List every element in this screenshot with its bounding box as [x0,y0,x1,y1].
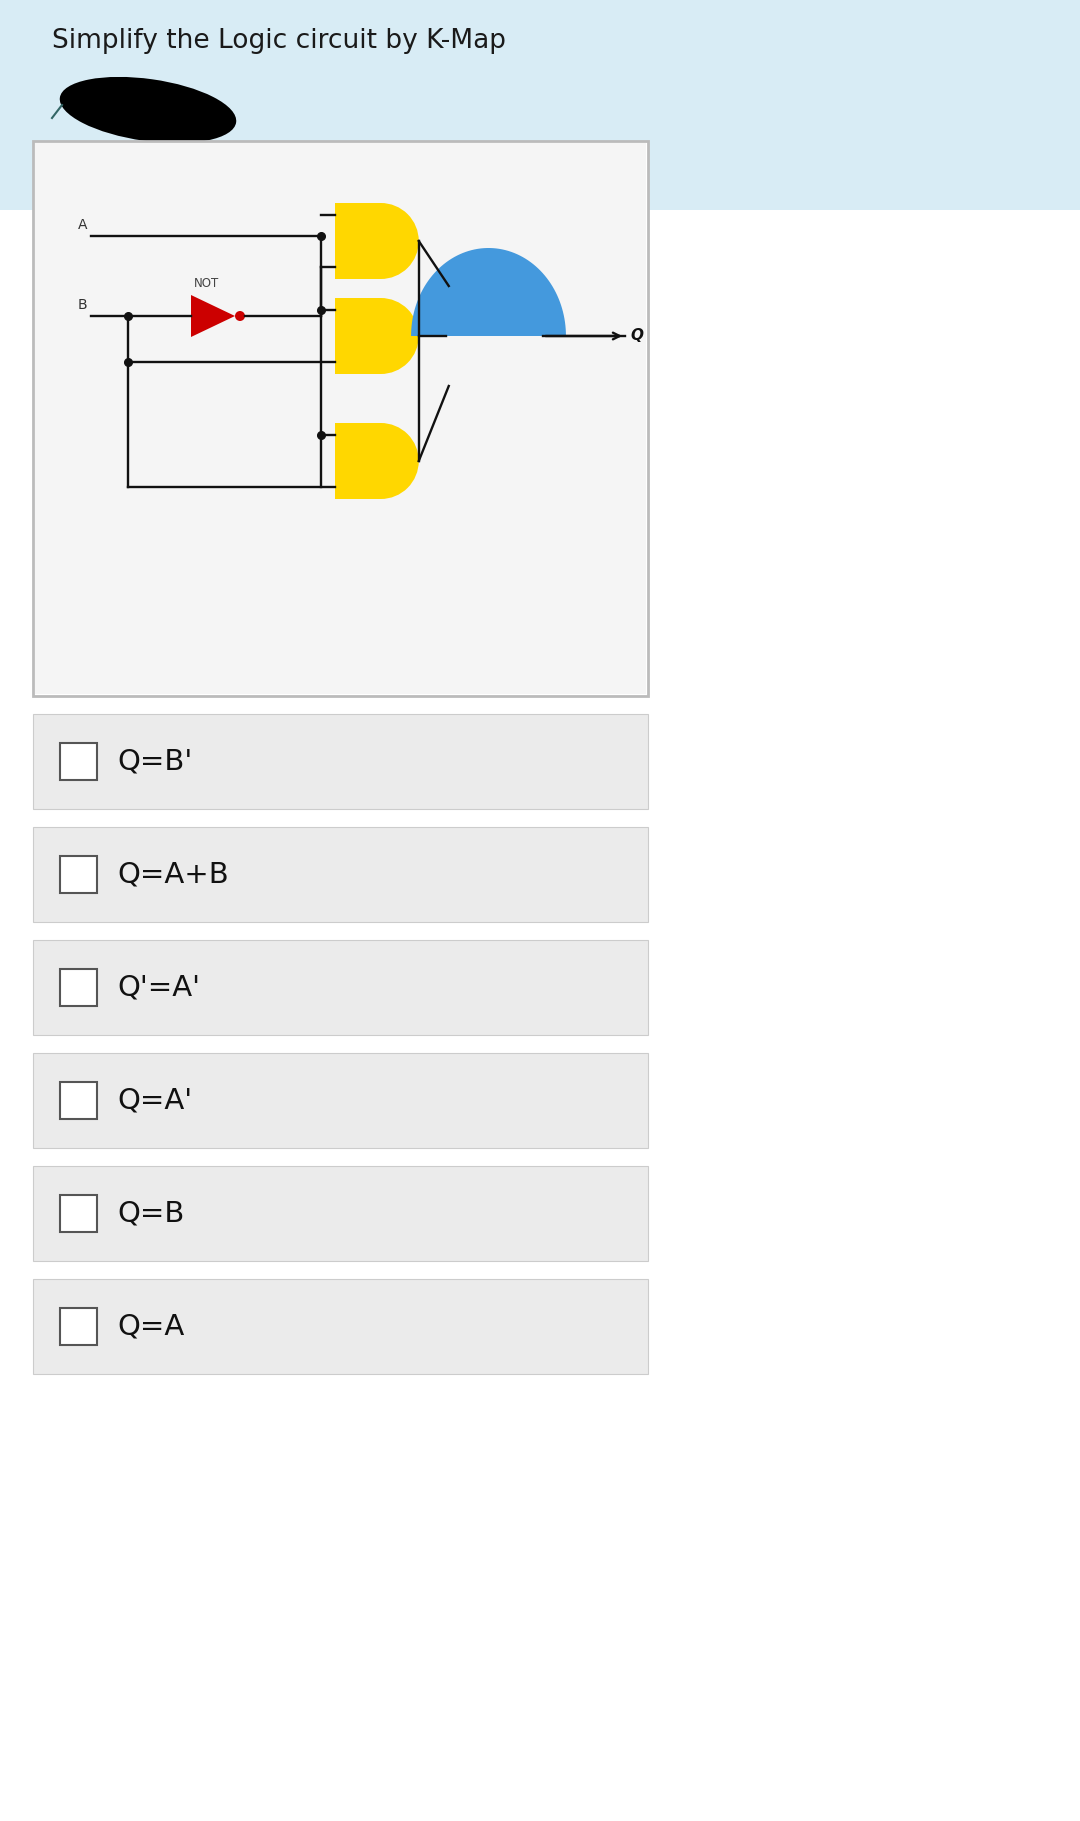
Text: Simplify the Logic circuit by K-Map: Simplify the Logic circuit by K-Map [52,27,507,55]
FancyBboxPatch shape [335,299,381,373]
Text: Q=B: Q=B [117,1200,185,1227]
Text: NOT: NOT [194,277,219,290]
FancyBboxPatch shape [335,202,381,279]
Wedge shape [381,202,419,279]
FancyBboxPatch shape [33,1278,648,1375]
Text: Q=B': Q=B' [117,747,192,776]
Circle shape [235,311,245,320]
Polygon shape [411,248,566,337]
Text: A: A [78,219,87,231]
FancyBboxPatch shape [59,1195,96,1233]
FancyBboxPatch shape [335,422,381,499]
Text: Q'=A': Q'=A' [117,974,200,1002]
Text: Q=A+B: Q=A+B [117,861,229,889]
FancyBboxPatch shape [33,827,648,921]
FancyBboxPatch shape [0,0,1080,209]
FancyBboxPatch shape [33,940,648,1034]
Ellipse shape [59,76,237,144]
Wedge shape [381,299,419,373]
FancyBboxPatch shape [33,1165,648,1260]
FancyBboxPatch shape [33,140,648,696]
FancyBboxPatch shape [35,144,646,694]
Polygon shape [191,295,235,337]
Text: B: B [78,299,87,311]
FancyBboxPatch shape [59,743,96,779]
FancyBboxPatch shape [59,1307,96,1346]
Text: Q=A: Q=A [117,1313,185,1340]
FancyBboxPatch shape [59,969,96,1005]
FancyBboxPatch shape [59,856,96,892]
FancyBboxPatch shape [33,1053,648,1147]
FancyBboxPatch shape [59,1082,96,1118]
FancyBboxPatch shape [33,714,648,809]
Text: Q=A': Q=A' [117,1087,192,1114]
Text: Q: Q [630,328,643,344]
Wedge shape [381,422,419,499]
